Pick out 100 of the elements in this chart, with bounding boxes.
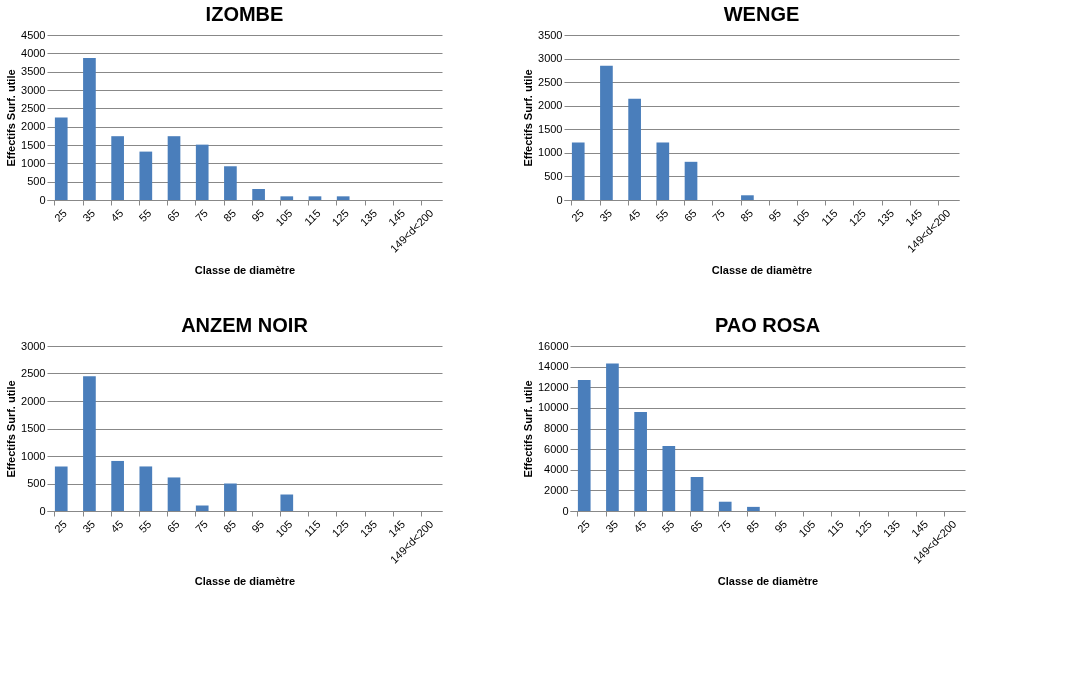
y-tick-label: 0 <box>39 504 46 517</box>
x-tick-label: 45 <box>108 206 126 224</box>
x-tick-label: 65 <box>164 517 182 535</box>
y-tick-label: 14000 <box>537 360 569 373</box>
chart-title: WENGE <box>723 3 800 25</box>
y-tick-label: 12000 <box>537 380 569 393</box>
bar <box>690 476 704 511</box>
x-tick-label: 35 <box>80 206 98 224</box>
bar <box>571 142 585 200</box>
x-axis-title: Classe de diamètre <box>194 263 296 276</box>
bar <box>54 117 68 200</box>
bar <box>224 483 237 511</box>
bar <box>628 98 641 200</box>
x-tick-label: 35 <box>603 517 621 535</box>
y-axis-title: Effectifs Surf. utile <box>5 380 18 478</box>
x-tick-label: 115 <box>301 206 323 228</box>
bar <box>741 195 754 200</box>
y-tick-label: 2500 <box>21 367 46 379</box>
y-tick-label: 1000 <box>21 156 46 169</box>
x-tick-label: 135 <box>357 206 380 229</box>
x-tick-label: 85 <box>221 206 239 224</box>
x-tick-label: 65 <box>687 517 705 535</box>
x-tick-label: 125 <box>329 206 351 229</box>
y-tick-label: 3500 <box>21 65 46 78</box>
y-tick-label: 4000 <box>544 463 569 476</box>
bar <box>308 196 322 200</box>
y-tick-label: 2000 <box>21 120 46 133</box>
x-tick-label: 105 <box>273 206 295 229</box>
x-tick-label: 135 <box>874 206 897 229</box>
y-tick-label: 16000 <box>537 339 569 352</box>
x-tick-label: 115 <box>818 206 840 228</box>
x-tick-label: 35 <box>597 206 615 224</box>
y-tick-label: 3000 <box>21 339 46 352</box>
chart-title: PAO ROSA <box>714 314 821 336</box>
y-tick-label: 1500 <box>538 122 563 135</box>
y-tick-label: 2000 <box>21 394 46 407</box>
y-tick-label: 2500 <box>538 75 563 88</box>
bar <box>336 196 350 200</box>
y-tick-label: 10000 <box>537 401 569 414</box>
x-tick-label: 45 <box>631 517 649 535</box>
x-tick-label: 95 <box>249 206 267 224</box>
bar <box>634 412 647 511</box>
y-tick-label: 0 <box>39 193 46 206</box>
bar <box>280 196 294 200</box>
x-tick-label: 25 <box>574 517 593 535</box>
x-axis-title: Classe de diamètre <box>711 263 813 276</box>
bar <box>577 380 591 511</box>
y-tick-label: 8000 <box>544 422 569 434</box>
bar <box>167 477 181 511</box>
y-tick-label: 0 <box>562 504 569 517</box>
x-tick-label: 65 <box>164 206 182 224</box>
bar <box>280 494 294 511</box>
bar <box>224 166 237 200</box>
bar <box>139 151 153 200</box>
x-tick-label: 55 <box>136 206 154 224</box>
x-tick-label: 55 <box>136 517 154 535</box>
y-tick-label: 3500 <box>538 28 563 41</box>
x-tick-label: 125 <box>329 517 351 540</box>
y-tick-label: 4000 <box>21 46 46 59</box>
y-tick-label: 2500 <box>21 101 46 114</box>
x-tick-label: 95 <box>766 206 784 224</box>
bar <box>139 466 153 511</box>
x-tick-label: 95 <box>772 517 790 535</box>
x-tick-label: 25 <box>51 206 70 224</box>
y-tick-label: 3000 <box>21 83 46 96</box>
y-tick-label: 2000 <box>538 99 563 112</box>
x-axis-title: Classe de diamètre <box>194 574 296 587</box>
bar <box>656 142 670 200</box>
bar <box>747 506 760 511</box>
chart-title: ANZEM NOIR <box>181 314 309 336</box>
y-tick-label: 500 <box>27 477 46 489</box>
x-tick-label: 65 <box>681 206 699 224</box>
bar <box>718 501 732 511</box>
x-tick-label: 105 <box>273 517 295 540</box>
x-tick-label: 125 <box>846 206 868 229</box>
bar <box>83 376 96 511</box>
y-tick-label: 1000 <box>538 146 563 159</box>
bar <box>252 189 265 200</box>
y-tick-label: 0 <box>556 193 563 206</box>
bar <box>684 161 698 200</box>
y-tick-label: 1000 <box>21 449 46 462</box>
x-tick-label: 105 <box>796 517 818 540</box>
bar <box>111 460 124 511</box>
y-tick-label: 500 <box>27 175 46 188</box>
y-tick-label: 2000 <box>544 483 569 496</box>
y-tick-label: 6000 <box>544 442 569 455</box>
x-tick-label: 25 <box>51 517 70 535</box>
bar <box>600 65 613 200</box>
y-tick-label: 500 <box>544 169 563 182</box>
bar <box>662 446 676 511</box>
bar <box>167 136 181 200</box>
y-axis-title: Effectifs Surf. utile <box>5 69 18 167</box>
x-tick-label: 105 <box>790 206 812 229</box>
x-tick-label: 115 <box>824 517 846 539</box>
bar <box>606 363 619 511</box>
x-tick-label: 45 <box>108 517 126 535</box>
bar <box>111 136 124 200</box>
y-tick-label: 4500 <box>21 28 46 41</box>
x-tick-label: 25 <box>568 206 587 224</box>
bar <box>195 505 209 511</box>
